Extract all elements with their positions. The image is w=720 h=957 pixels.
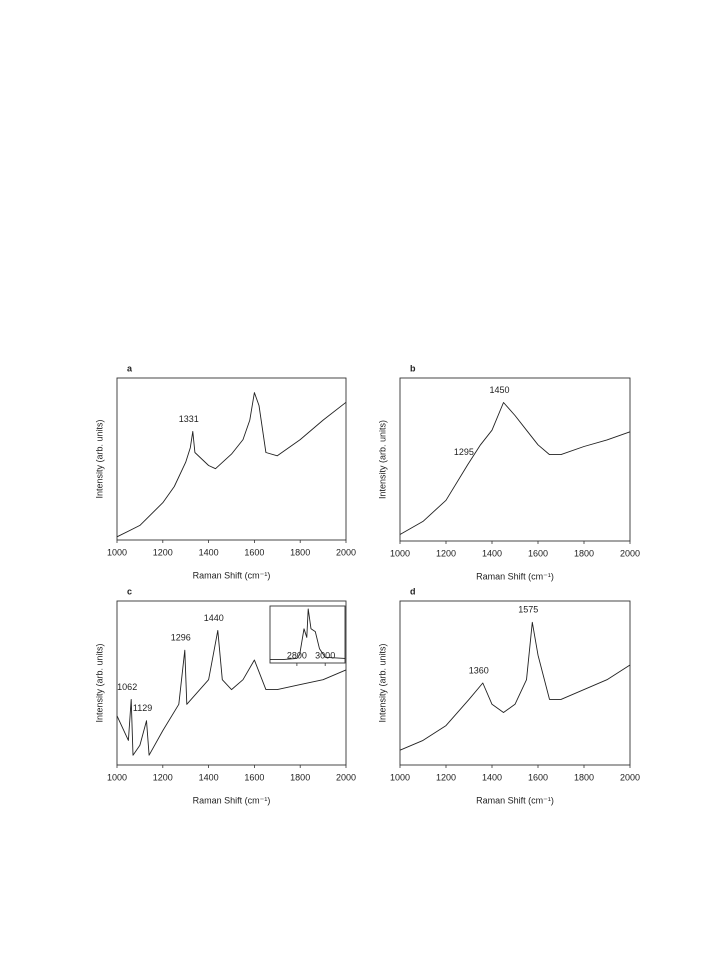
peak-label: 1331 <box>179 414 199 424</box>
x-axis-label: Raman Shift (cm⁻¹) <box>193 570 271 580</box>
peak-label: 1295 <box>454 447 474 457</box>
plot-frame <box>399 377 631 542</box>
x-axis-label: Raman Shift (cm⁻¹) <box>476 571 554 581</box>
x-tick-label: 1400 <box>482 772 502 782</box>
x-tick-label: 1200 <box>436 548 456 558</box>
x-tick-label: 1000 <box>107 772 127 782</box>
plot-frame <box>399 600 631 766</box>
x-tick-label: 2000 <box>336 547 356 557</box>
y-axis-label: Intensity (arb. units) <box>377 643 387 722</box>
x-tick-label: 1000 <box>107 547 127 557</box>
x-tick-label: 1000 <box>390 548 410 558</box>
panel-letter: a <box>127 363 133 373</box>
spectrum-line <box>116 630 347 756</box>
x-tick-label: 2000 <box>336 772 356 782</box>
x-tick-label: 2800 <box>287 650 307 660</box>
spectrum-line <box>399 402 631 535</box>
x-tick-label: 1400 <box>199 772 219 782</box>
peak-label: 1440 <box>204 613 224 623</box>
x-tick-label: 1200 <box>153 547 173 557</box>
x-tick-label: 1200 <box>436 772 456 782</box>
x-tick-label: 1800 <box>290 547 310 557</box>
x-tick-label: 3000 <box>315 650 335 660</box>
panel-letter: d <box>410 586 416 596</box>
y-axis-label: Intensity (arb. units) <box>377 420 387 499</box>
x-axis-label: Raman Shift (cm⁻¹) <box>193 795 271 805</box>
y-axis-label: Intensity (arb. units) <box>94 643 104 722</box>
x-tick-label: 1400 <box>199 547 219 557</box>
plot-frame <box>116 600 347 766</box>
peak-label: 1575 <box>518 605 538 615</box>
peak-label: 1296 <box>171 633 191 643</box>
x-tick-label: 2000 <box>620 548 640 558</box>
y-axis-label: Intensity (arb. units) <box>94 419 104 498</box>
peak-label: 1360 <box>469 665 489 675</box>
x-tick-label: 1600 <box>244 547 264 557</box>
spectrum-line <box>270 608 346 661</box>
panel-letter: c <box>127 586 132 596</box>
x-tick-label: 1600 <box>528 772 548 782</box>
x-tick-label: 1800 <box>574 548 594 558</box>
plot-frame <box>116 377 347 541</box>
x-tick-label: 1400 <box>482 548 502 558</box>
x-tick-label: 1600 <box>528 548 548 558</box>
x-axis-label: Raman Shift (cm⁻¹) <box>476 795 554 805</box>
x-tick-label: 1200 <box>153 772 173 782</box>
x-tick-label: 1800 <box>290 772 310 782</box>
spectrum-line <box>116 392 347 538</box>
x-tick-label: 2000 <box>620 772 640 782</box>
x-tick-label: 1800 <box>574 772 594 782</box>
x-tick-label: 1600 <box>244 772 264 782</box>
peak-label: 1129 <box>133 703 152 713</box>
peak-label: 1450 <box>489 385 509 395</box>
x-tick-label: 1000 <box>390 772 410 782</box>
plot-frame <box>269 605 346 664</box>
spectrum-line <box>399 621 631 751</box>
panel-letter: b <box>410 363 416 373</box>
peak-label: 1062 <box>117 682 137 692</box>
